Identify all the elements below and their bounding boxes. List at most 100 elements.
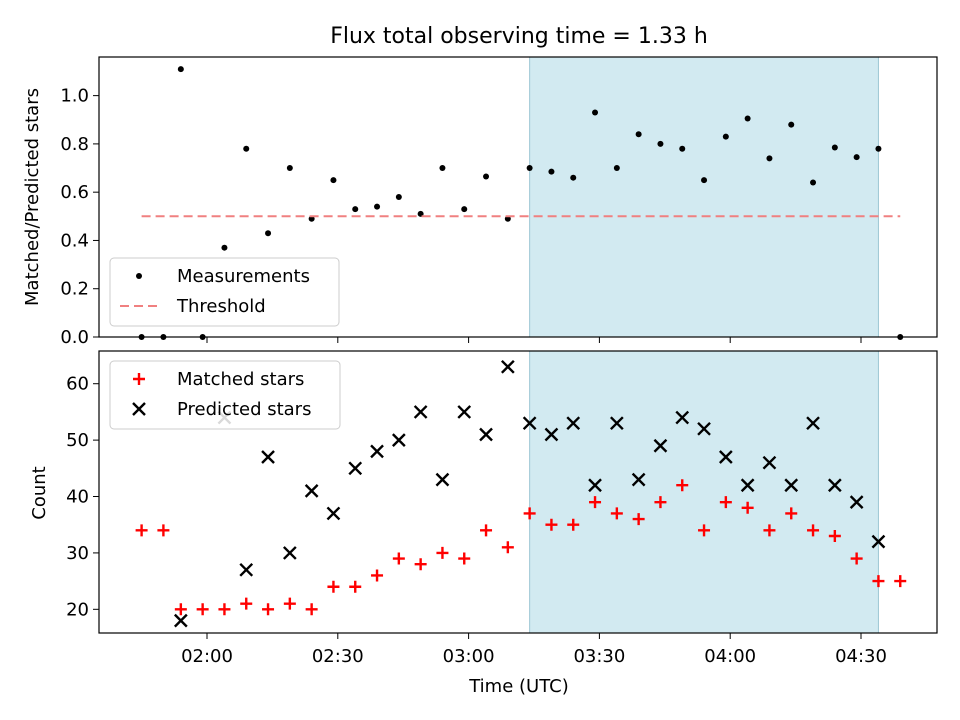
legend-label: Matched stars (177, 369, 304, 390)
x-tick-label: 02:30 (312, 646, 364, 667)
matched-star-point (392, 552, 405, 565)
matched-star-point (676, 479, 689, 492)
top-subplot: 0.0 0.2 0.4 0.6 0.8 1.0 Measurements Threshold (60, 56, 938, 348)
matched-star-point (196, 603, 209, 616)
predicted-star-point (500, 359, 515, 374)
measurement-point (483, 173, 490, 180)
predicted-star-point (588, 478, 602, 493)
measurement-point (810, 179, 817, 186)
measurement-point (875, 145, 882, 152)
measurement-point (657, 140, 664, 147)
matched-star-point (850, 552, 863, 565)
measurement-point (679, 145, 686, 152)
x-tick-label: 02:00 (181, 646, 233, 667)
predicted-star-point (718, 450, 733, 464)
predicted-star-point (544, 427, 559, 442)
y-tick-label: 20 (66, 599, 89, 620)
bottom-subplot: 20 30 40 50 60 02:00 02:30 03:00 03:30 04:00 04:30… (66, 350, 938, 667)
measurement-point (548, 168, 555, 175)
measurement-point (330, 177, 337, 184)
y-tick-label: 0.2 (60, 279, 89, 300)
predicted-star-point (304, 484, 319, 498)
predicted-star-point (762, 455, 777, 470)
predicted-star-point (697, 421, 711, 436)
measurement-point (613, 165, 620, 172)
predicted-star-point (435, 472, 450, 487)
measurement-point (221, 244, 228, 251)
predicted-star-point (653, 438, 668, 453)
predicted-star-point (522, 416, 537, 431)
predicted-star-point (740, 478, 755, 493)
matched-star-point (567, 518, 580, 531)
measurement-point (831, 144, 838, 151)
matched-star-point (828, 529, 841, 542)
y-tick-label: 0.6 (60, 182, 89, 203)
matched-star-point (545, 518, 558, 531)
axes-frame (98, 350, 938, 634)
predicted-star-point (348, 461, 363, 476)
measurement-point (635, 131, 642, 138)
y-tick-label: 30 (66, 543, 89, 564)
measurement-point (461, 206, 468, 213)
y-tick-label: 0.4 (60, 230, 89, 251)
top-y-axis-title: Matched/Predicted stars (22, 88, 43, 306)
predicted-star-point (370, 444, 384, 459)
y-tick-label: 50 (66, 430, 89, 451)
predicted-star-point (849, 495, 864, 510)
y-tick-label: 1.0 (60, 86, 89, 107)
matched-star-point (610, 507, 623, 520)
matched-star-point (436, 546, 449, 559)
matched-star-point (240, 597, 253, 610)
predicted-star-point (282, 546, 297, 560)
axes-frame (98, 56, 938, 338)
matched-star-point (807, 524, 820, 537)
measurement-point (352, 206, 359, 213)
shaded-region (529, 56, 879, 338)
matched-star-point (589, 496, 602, 509)
legend-plus-marker (133, 373, 145, 385)
measurement-point (592, 109, 599, 116)
matched-star-point (632, 513, 645, 526)
measurement-point (243, 145, 250, 152)
matched-star-point (414, 558, 427, 571)
predicted-star-point (871, 534, 886, 549)
y-tick-label: 0.8 (60, 134, 89, 155)
chart-title: Flux total observing time = 1.33 h (330, 24, 708, 49)
legend-box (109, 257, 340, 327)
predicted-star-point (609, 416, 624, 431)
measurement-point (744, 115, 751, 122)
matched-star-point (371, 569, 384, 582)
matched-star-point (327, 580, 340, 593)
measurement-point (701, 177, 708, 184)
matched-star-point (458, 552, 471, 565)
predicted-star-point (631, 472, 646, 487)
measurement-point (439, 165, 446, 172)
matched-star-point (283, 597, 296, 610)
x-tick-label: 04:30 (835, 646, 887, 667)
predicted-star-point (391, 433, 406, 447)
matched-star-point (135, 524, 148, 537)
matched-star-point (174, 603, 187, 616)
matched-star-point (741, 501, 754, 514)
y-tick-label: 0.0 (60, 327, 89, 348)
predicted-star-point (784, 478, 799, 493)
measurement-point (570, 174, 577, 181)
shaded-region (529, 350, 879, 634)
predicted-star-point (457, 405, 472, 419)
x-tick-label: 03:30 (573, 646, 625, 667)
predicted-star-point (261, 450, 275, 464)
legend-label: Measurements (177, 266, 310, 287)
measurement-point (788, 121, 795, 128)
measurement-point (395, 194, 402, 200)
measurement-point (766, 155, 773, 162)
predicted-star-point (239, 562, 254, 577)
matched-star-point (262, 603, 275, 616)
matched-star-point (523, 507, 536, 520)
matched-star-point (894, 575, 907, 588)
predicted-star-point (413, 405, 428, 419)
matched-star-point (218, 603, 231, 616)
predicted-star-point (479, 427, 493, 442)
x-axis-title: Time (UTC) (468, 676, 569, 697)
matched-star-point (872, 575, 885, 588)
